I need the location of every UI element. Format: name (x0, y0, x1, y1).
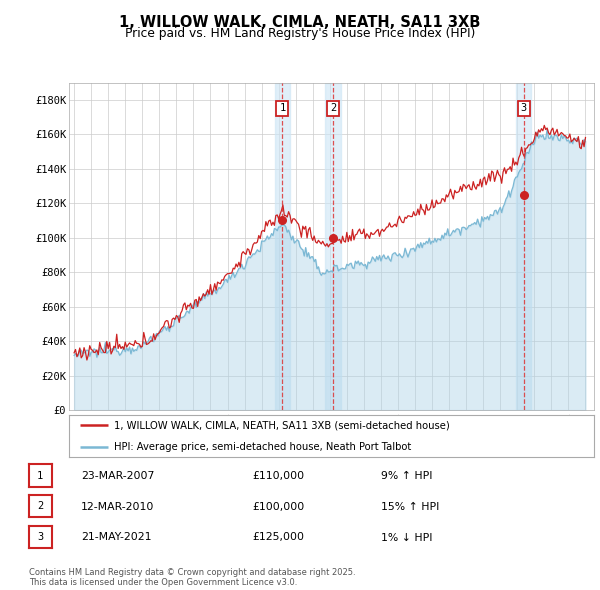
Text: 1: 1 (37, 471, 43, 480)
Text: 1% ↓ HPI: 1% ↓ HPI (381, 533, 433, 542)
Text: 2: 2 (37, 502, 43, 511)
Text: 3: 3 (521, 103, 527, 113)
Text: 21-MAY-2021: 21-MAY-2021 (81, 533, 151, 542)
Text: £100,000: £100,000 (252, 502, 304, 512)
Text: £110,000: £110,000 (252, 471, 304, 481)
Text: 2: 2 (330, 103, 336, 113)
Text: 1, WILLOW WALK, CIMLA, NEATH, SA11 3XB: 1, WILLOW WALK, CIMLA, NEATH, SA11 3XB (119, 15, 481, 30)
Text: 1, WILLOW WALK, CIMLA, NEATH, SA11 3XB (semi-detached house): 1, WILLOW WALK, CIMLA, NEATH, SA11 3XB (… (113, 421, 449, 430)
Text: 15% ↑ HPI: 15% ↑ HPI (381, 502, 439, 512)
Text: 3: 3 (37, 532, 43, 542)
Text: 9% ↑ HPI: 9% ↑ HPI (381, 471, 433, 481)
Text: Contains HM Land Registry data © Crown copyright and database right 2025.
This d: Contains HM Land Registry data © Crown c… (29, 568, 355, 587)
Bar (516, 83, 532, 410)
Text: Price paid vs. HM Land Registry's House Price Index (HPI): Price paid vs. HM Land Registry's House … (125, 27, 475, 40)
Text: 1: 1 (279, 103, 286, 113)
Bar (325, 83, 341, 410)
Text: HPI: Average price, semi-detached house, Neath Port Talbot: HPI: Average price, semi-detached house,… (113, 442, 411, 451)
Text: £125,000: £125,000 (252, 533, 304, 542)
Text: 12-MAR-2010: 12-MAR-2010 (81, 502, 154, 512)
Bar (275, 83, 290, 410)
Text: 23-MAR-2007: 23-MAR-2007 (81, 471, 154, 481)
